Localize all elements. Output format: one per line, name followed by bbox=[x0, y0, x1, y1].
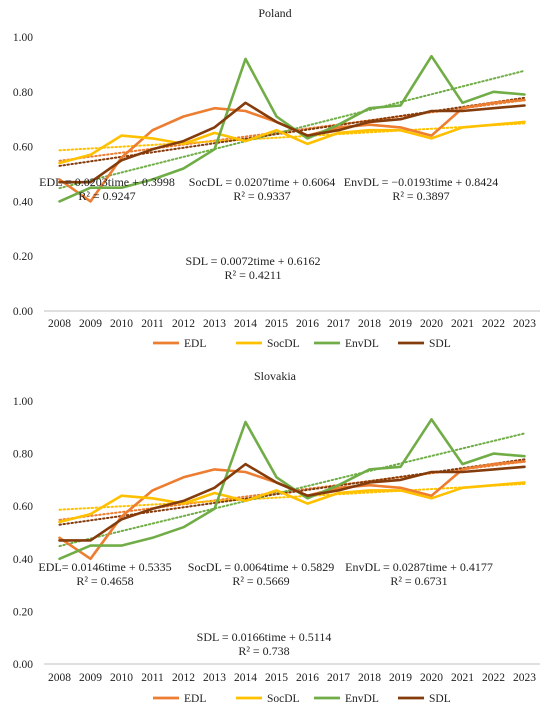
chart-title: Slovakia bbox=[254, 369, 297, 383]
r-squared-label: R² = 0.9337 bbox=[233, 189, 290, 203]
x-tick-label: 2015 bbox=[265, 672, 288, 684]
x-tick-label: 2022 bbox=[482, 672, 505, 684]
x-tick-label: 2011 bbox=[141, 318, 164, 330]
chart-poland: Poland 0.00 0.20 0.40 0.60 0.80 1.00 2008 2009 20… bbox=[13, 6, 540, 350]
x-tick-label: 2009 bbox=[79, 672, 102, 684]
y-tick-label: 0.60 bbox=[13, 501, 33, 513]
x-tick-label: 2015 bbox=[265, 318, 288, 330]
legend-label-envdl: EnvDL bbox=[345, 693, 379, 705]
legend-label-socdl: SocDL bbox=[267, 693, 300, 705]
x-tick-label: 2014 bbox=[234, 672, 257, 684]
x-tick-label: 2012 bbox=[172, 672, 195, 684]
legend-label-envdl: EnvDL bbox=[345, 338, 379, 350]
r-squared-label: R² = 0.3897 bbox=[392, 189, 449, 203]
x-tick-label: 2016 bbox=[296, 672, 319, 684]
x-tick-label: 2013 bbox=[203, 672, 226, 684]
y-tick-label: 0.40 bbox=[13, 554, 33, 566]
trendline-sdl bbox=[58, 96, 526, 167]
y-tick-label: 1.00 bbox=[13, 32, 33, 44]
r-squared-label: R² = 0.4211 bbox=[225, 268, 282, 282]
x-tick-label: 2008 bbox=[48, 318, 71, 330]
legend-label-sdl: SDL bbox=[429, 693, 451, 705]
x-tick-label: 2020 bbox=[420, 672, 443, 684]
x-tick-label: 2021 bbox=[451, 318, 474, 330]
legend-label-edl: EDL bbox=[184, 693, 206, 705]
x-tick-label: 2009 bbox=[79, 318, 102, 330]
series-line-socdl bbox=[58, 481, 526, 524]
y-tick-label: 0.00 bbox=[13, 659, 33, 671]
regression-equation: EnvDL = 0.0287time + 0.4177 bbox=[345, 560, 493, 574]
y-tick-label: 0.80 bbox=[13, 449, 33, 461]
r-squared-label: R² = 0.5669 bbox=[232, 574, 289, 588]
r-squared-label: R² = 0.9247 bbox=[78, 189, 135, 203]
x-tick-label: 2017 bbox=[327, 318, 350, 330]
y-tick-label: 0.60 bbox=[13, 142, 33, 154]
x-tick-label: 2010 bbox=[110, 318, 133, 330]
y-tick-label: 0.20 bbox=[13, 606, 33, 618]
y-tick-label: 1.00 bbox=[13, 396, 33, 408]
r-squared-label: R² = 0.4658 bbox=[76, 574, 133, 588]
regression-equation: SocDL = 0.0207time + 0.6064 bbox=[189, 175, 335, 189]
chart-title: Poland bbox=[258, 6, 291, 20]
r-squared-label: R² = 0.6731 bbox=[390, 574, 447, 588]
chart-slovakia: Slovakia 0.00 0.20 0.40 0.60 0.80 1.00 2008 2009… bbox=[13, 369, 540, 705]
regression-equation: EnvDL = −0.0193time + 0.8424 bbox=[344, 175, 499, 189]
x-tick-label: 2017 bbox=[327, 672, 350, 684]
regression-equation: SDL = 0.0072time + 0.6162 bbox=[185, 254, 320, 268]
legend-label-socdl: SocDL bbox=[267, 338, 300, 350]
x-tick-label: 2020 bbox=[420, 318, 443, 330]
series-line-socdl bbox=[58, 120, 526, 165]
x-tick-label: 2019 bbox=[389, 318, 412, 330]
x-tick-label: 2022 bbox=[482, 318, 505, 330]
x-tick-label: 2008 bbox=[48, 672, 71, 684]
y-tick-label: 0.40 bbox=[13, 196, 33, 208]
legend-label-edl: EDL bbox=[184, 338, 206, 350]
trendline-sdl bbox=[58, 458, 526, 526]
x-tick-label: 2019 bbox=[389, 672, 412, 684]
regression-equation: EDL= 0.0146time + 0.5335 bbox=[38, 560, 171, 574]
x-tick-label: 2014 bbox=[234, 318, 257, 330]
regression-equation: EDL = 0.0203time + 0.3998 bbox=[39, 175, 175, 189]
x-tick-label: 2023 bbox=[513, 318, 536, 330]
trendline-edl bbox=[58, 99, 526, 162]
y-tick-label: 0.00 bbox=[13, 306, 33, 318]
x-tick-label: 2010 bbox=[110, 672, 133, 684]
y-tick-label: 0.80 bbox=[13, 87, 33, 99]
series-line-sdl bbox=[58, 462, 526, 542]
regression-equation: SDL = 0.0166time + 0.5114 bbox=[197, 630, 332, 644]
x-tick-label: 2016 bbox=[296, 318, 319, 330]
x-tick-label: 2023 bbox=[513, 672, 536, 684]
x-tick-label: 2012 bbox=[172, 318, 195, 330]
legend-label-sdl: SDL bbox=[429, 338, 451, 350]
x-tick-label: 2011 bbox=[141, 672, 164, 684]
r-squared-label: R² = 0.738 bbox=[238, 644, 289, 658]
x-tick-label: 2018 bbox=[358, 672, 381, 684]
trendline-edl bbox=[58, 460, 526, 521]
series-line-sdl bbox=[58, 101, 526, 184]
x-tick-label: 2013 bbox=[203, 318, 226, 330]
regression-equation: SocDL = 0.0064time + 0.5829 bbox=[188, 560, 334, 574]
y-tick-label: 0.20 bbox=[13, 251, 33, 263]
x-tick-label: 2021 bbox=[451, 672, 474, 684]
x-tick-label: 2018 bbox=[358, 318, 381, 330]
